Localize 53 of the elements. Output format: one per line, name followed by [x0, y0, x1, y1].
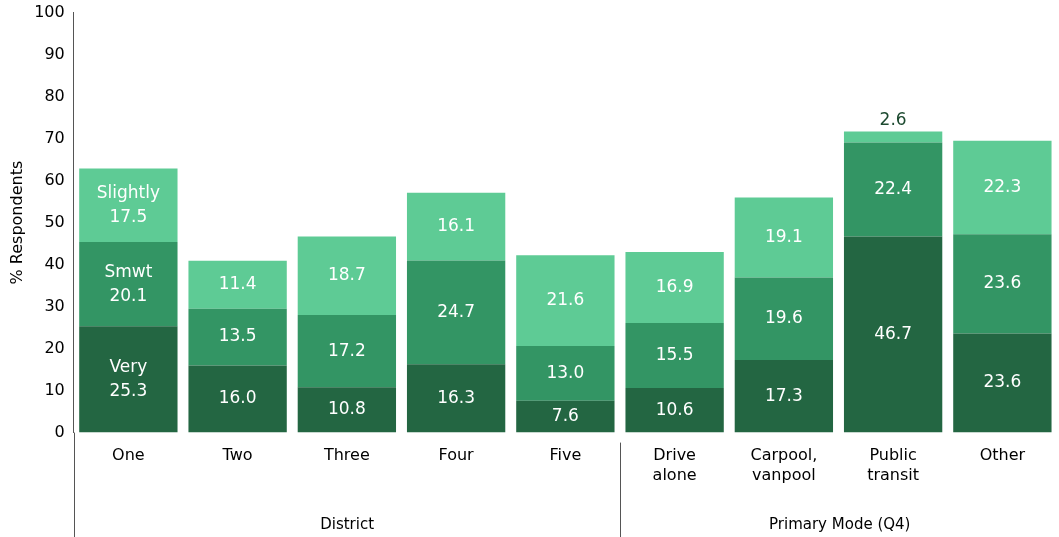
data-label: 7.6: [551, 405, 579, 426]
data-label: 16.1: [437, 215, 476, 236]
data-label: 17.2: [327, 339, 366, 360]
x-tick-label: Three: [322, 445, 370, 465]
y-tick-label: 90: [44, 43, 65, 63]
data-label: 16.9: [655, 275, 694, 296]
text: District: [320, 514, 375, 533]
x-tick-label: Two: [221, 445, 253, 465]
x-tick-label: Drive alone: [652, 445, 697, 484]
data-label: 10.8: [327, 398, 366, 419]
data-label: 23.6: [983, 272, 1022, 293]
x-tick-label: Four: [438, 445, 475, 465]
data-label: 15.5: [655, 343, 694, 364]
data-label: 13.5: [218, 325, 257, 346]
data-label: 25.3: [109, 379, 148, 400]
y-tick-label: 40: [44, 253, 65, 273]
x-tick-label: Public transit: [867, 445, 920, 484]
data-label: 10.6: [655, 398, 694, 419]
data-label: 16.3: [437, 386, 476, 407]
series-label: Smwt: [104, 260, 153, 281]
y-tick-label: 30: [44, 295, 65, 315]
y-tick-label: 60: [44, 169, 65, 189]
series-label: Very: [109, 355, 148, 376]
data-label: 19.1: [764, 225, 803, 246]
data-label: 13.0: [546, 361, 585, 382]
data-label: 18.7: [327, 264, 366, 285]
y-tick-label: 0: [54, 421, 65, 441]
data-label: 19.6: [764, 307, 803, 328]
data-label: 22.4: [874, 177, 913, 198]
y-tick-label: 10: [44, 379, 65, 399]
data-label: 16.0: [218, 387, 257, 408]
y-tick-label: 20: [44, 337, 65, 357]
data-label: 20.1: [109, 284, 148, 305]
data-label: 11.4: [218, 273, 257, 294]
data-label: 17.5: [109, 205, 148, 226]
data-label: 2.6: [879, 108, 907, 129]
x-tick-label: One: [112, 445, 145, 465]
data-label: 21.6: [546, 289, 585, 310]
x-tick-label: Carpool, vanpool: [750, 445, 818, 484]
data-label: 23.6: [983, 371, 1022, 392]
y-axis-title: % Respondents: [6, 160, 26, 285]
data-label: 46.7: [874, 322, 913, 343]
x-tick-label: Five: [549, 445, 582, 465]
text: Primary Mode (Q4): [769, 514, 911, 533]
data-label: 24.7: [437, 300, 476, 321]
series-label: Slightly: [96, 181, 160, 202]
data-label: 17.3: [764, 384, 803, 405]
y-tick-label: 70: [44, 127, 65, 147]
data-label: 22.3: [983, 175, 1022, 196]
y-tick-label: 80: [44, 85, 65, 105]
y-tick-label: 50: [44, 211, 65, 231]
x-tick-label: Other: [979, 445, 1026, 465]
y-tick-label: 100: [34, 1, 65, 21]
